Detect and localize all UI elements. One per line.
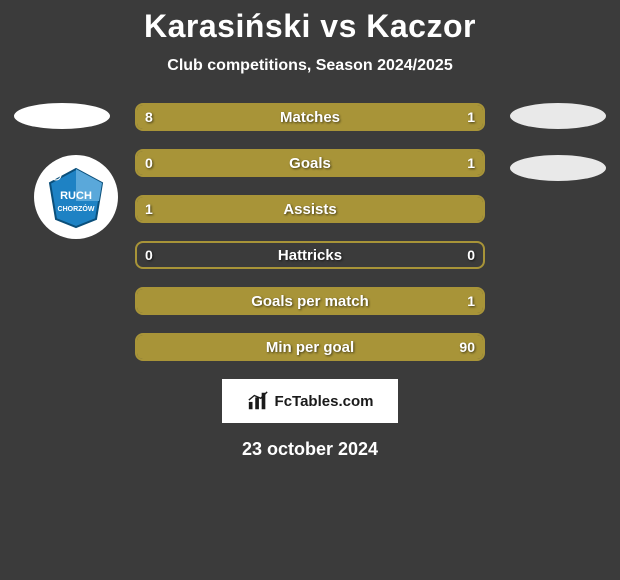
club-badge-ruch: RUCH CHORZÓW: [34, 155, 118, 239]
stat-bars: 81Matches 01Goals 1Assists 00Hattricks 1Goal…: [135, 103, 485, 361]
svg-text:RUCH: RUCH: [60, 190, 92, 202]
right-player-badges: [510, 103, 606, 207]
fctables-logo-icon: [247, 390, 269, 412]
stat-label: Matches: [137, 105, 483, 129]
player-photo-placeholder: [510, 103, 606, 129]
left-player-badges: RUCH CHORZÓW: [14, 103, 118, 239]
stat-bar: 90Min per goal: [135, 333, 485, 361]
watermark: FcTables.com: [222, 379, 398, 423]
page-title: Karasiński vs Kaczor: [0, 0, 620, 45]
stat-label: Goals: [137, 151, 483, 175]
snapshot-date: 23 october 2024: [0, 439, 620, 460]
comparison-stage: RUCH CHORZÓW 81Matches 01Goals 1Assists 00H…: [0, 103, 620, 361]
stat-label: Assists: [137, 197, 483, 221]
player-photo-placeholder: [14, 103, 110, 129]
club-badge-placeholder: [510, 155, 606, 181]
watermark-text: FcTables.com: [275, 393, 374, 410]
stat-bar: 81Matches: [135, 103, 485, 131]
stat-label: Goals per match: [137, 289, 483, 313]
stat-bar: 00Hattricks: [135, 241, 485, 269]
ruch-chorzow-icon: RUCH CHORZÓW: [44, 165, 108, 229]
stat-bar: 01Goals: [135, 149, 485, 177]
subtitle: Club competitions, Season 2024/2025: [0, 57, 620, 75]
stat-label: Hattricks: [137, 243, 483, 267]
svg-text:CHORZÓW: CHORZÓW: [58, 204, 95, 213]
stat-label: Min per goal: [137, 335, 483, 359]
stat-bar: 1Goals per match: [135, 287, 485, 315]
stat-bar: 1Assists: [135, 195, 485, 223]
